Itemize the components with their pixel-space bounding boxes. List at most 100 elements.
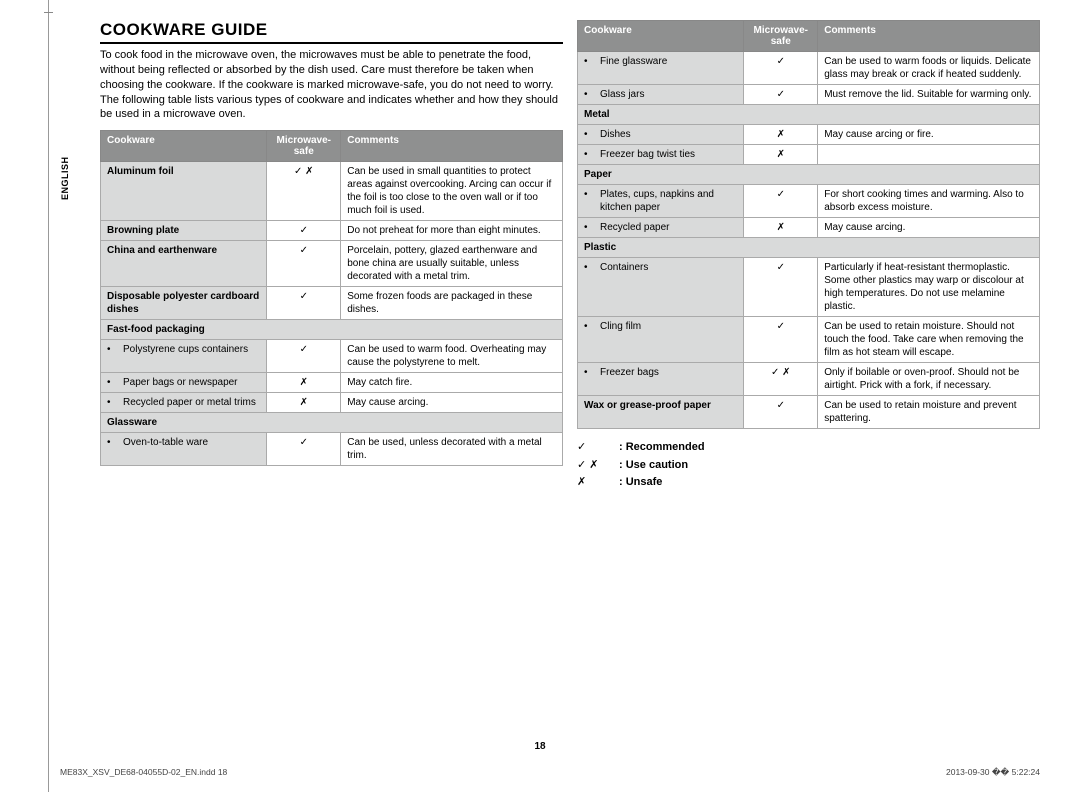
table-row: Paper (578, 165, 1040, 185)
page-root: ENGLISH COOKWARE GUIDE To cook food in t… (0, 0, 1080, 792)
binding-line (48, 0, 49, 792)
bullet-item: •Plates, cups, napkins and kitchen paper (584, 188, 737, 214)
bullet-label: Glass jars (600, 88, 644, 101)
comments-cell: For short cooking times and warming. Als… (818, 185, 1040, 218)
bullet-label: Cling film (600, 320, 641, 333)
category-cell: Metal (578, 105, 1040, 125)
bullet-label: Polystyrene cups containers (123, 343, 248, 356)
table-row: •Paper bags or newspaper ✗May catch fire. (101, 373, 563, 393)
comments-cell: May cause arcing. (341, 393, 563, 413)
cookware-cell: China and earthenware (101, 241, 267, 287)
bullet-item: •Recycled paper or metal trims (107, 396, 260, 409)
safe-cell: ✓ (744, 52, 818, 85)
bullet-item: •Cling film (584, 320, 737, 333)
bullet-label: Containers (600, 261, 648, 274)
bullet-dot-icon: • (584, 366, 594, 379)
footer-right: 2013-09-30 �� 5:22:24 (946, 767, 1040, 778)
safe-cell: ✓ (744, 396, 818, 429)
bullet-label: Freezer bag twist ties (600, 148, 695, 161)
bullet-item: • Containers (584, 261, 737, 274)
table-row: •Containers✓Particularly if heat-resista… (578, 258, 1040, 317)
cookware-cell: Wax or grease-proof paper (578, 396, 744, 429)
legend-row: ✓ ✗: Use caution (577, 457, 1040, 475)
legend-symbol: ✗ (577, 474, 609, 492)
table-row: Browning plate✓Do not preheat for more t… (101, 221, 563, 241)
table-row: •Recycled paper or metal trims✗May cause… (101, 393, 563, 413)
safe-cell: ✓ (744, 317, 818, 363)
bullet-dot-icon: • (107, 343, 117, 356)
category-cell: Glassware (101, 413, 563, 433)
table-header-row: Cookware Microwave-safe Comments (101, 131, 563, 162)
safe-cell: ✓ (267, 241, 341, 287)
bullet-dot-icon: • (107, 396, 117, 409)
comments-cell: May catch fire. (341, 373, 563, 393)
right-column: Cookware Microwave-safe Comments •Fine g… (577, 20, 1040, 492)
cookware-cell: •Recycled paper (578, 218, 744, 238)
comments-cell: May cause arcing. (818, 218, 1040, 238)
bullet-item: • Polystyrene cups containers (107, 343, 260, 356)
page-title: COOKWARE GUIDE (100, 20, 563, 44)
table-row: Glassware (101, 413, 563, 433)
bullet-label: Recycled paper (600, 221, 669, 234)
binding-tick (44, 12, 53, 13)
legend-row: ✓ : Recommended (577, 439, 1040, 457)
table-row: •Recycled paper✗May cause arcing. (578, 218, 1040, 238)
comments-cell: Can be used in small quantities to prote… (341, 162, 563, 221)
left-column: COOKWARE GUIDE To cook food in the micro… (100, 20, 563, 492)
safe-cell: ✓ ✗ (267, 162, 341, 221)
comments-cell: Some frozen foods are packaged in these … (341, 287, 563, 320)
bullet-dot-icon: • (584, 261, 594, 274)
cookware-cell: •Cling film (578, 317, 744, 363)
page-number: 18 (0, 741, 1080, 752)
safe-cell: ✓ (744, 85, 818, 105)
safe-cell: ✓ (267, 221, 341, 241)
cookware-cell: •Plates, cups, napkins and kitchen paper (578, 185, 744, 218)
table-row: Metal (578, 105, 1040, 125)
cookware-cell: Browning plate (101, 221, 267, 241)
cookware-table-right: Cookware Microwave-safe Comments •Fine g… (577, 20, 1040, 429)
comments-cell: Only if boilable or oven-proof. Should n… (818, 363, 1040, 396)
safe-cell: ✗ (267, 373, 341, 393)
cookware-table-left: Cookware Microwave-safe Comments Aluminu… (100, 130, 563, 466)
table-row: Fast-food packaging (101, 320, 563, 340)
bullet-dot-icon: • (584, 88, 594, 101)
category-cell: Paper (578, 165, 1040, 185)
legend-symbol: ✓ (577, 439, 609, 457)
bullet-item: •Paper bags or newspaper (107, 376, 260, 389)
legend-label: : Unsafe (619, 474, 662, 492)
bullet-item: •Fine glassware (584, 55, 737, 68)
comments-cell: May cause arcing or fire. (818, 125, 1040, 145)
table-row: •Freezer bag twist ties✗ (578, 145, 1040, 165)
comments-cell: Porcelain, pottery, glazed earthenware a… (341, 241, 563, 287)
comments-cell: Can be used to warm food. Overheating ma… (341, 340, 563, 373)
comments-cell: Particularly if heat-resistant thermopla… (818, 258, 1040, 317)
legend-symbol: ✓ ✗ (577, 457, 609, 475)
table-row: Disposable polyester cardboard dishes✓So… (101, 287, 563, 320)
cookware-cell: •Recycled paper or metal trims (101, 393, 267, 413)
bullet-item: •Freezer bag twist ties (584, 148, 737, 161)
category-cell: Plastic (578, 238, 1040, 258)
bullet-label: Dishes (600, 128, 631, 141)
cookware-cell: •Freezer bags (578, 363, 744, 396)
comments-cell: Do not preheat for more than eight minut… (341, 221, 563, 241)
cookware-cell: • Containers (578, 258, 744, 317)
header-safe: Microwave-safe (744, 21, 818, 52)
table-row: •Fine glassware✓Can be used to warm food… (578, 52, 1040, 85)
header-comments: Comments (818, 21, 1040, 52)
header-safe: Microwave-safe (267, 131, 341, 162)
bullet-item: • Dishes (584, 128, 737, 141)
cookware-cell: •Fine glassware (578, 52, 744, 85)
language-tab: ENGLISH (60, 156, 70, 200)
cookware-cell: • Glass jars (578, 85, 744, 105)
bullet-dot-icon: • (584, 128, 594, 141)
header-comments: Comments (341, 131, 563, 162)
table-row: Plastic (578, 238, 1040, 258)
table-row: Wax or grease-proof paper✓Can be used to… (578, 396, 1040, 429)
cookware-cell: Disposable polyester cardboard dishes (101, 287, 267, 320)
table-row: •Plates, cups, napkins and kitchen paper… (578, 185, 1040, 218)
legend-label: : Recommended (619, 439, 705, 457)
legend: ✓ : Recommended✓ ✗: Use caution✗ : Unsafe (577, 439, 1040, 492)
cookware-cell: Aluminum foil (101, 162, 267, 221)
table-row: •Cling film✓Can be used to retain moistu… (578, 317, 1040, 363)
cookware-cell: •Paper bags or newspaper (101, 373, 267, 393)
